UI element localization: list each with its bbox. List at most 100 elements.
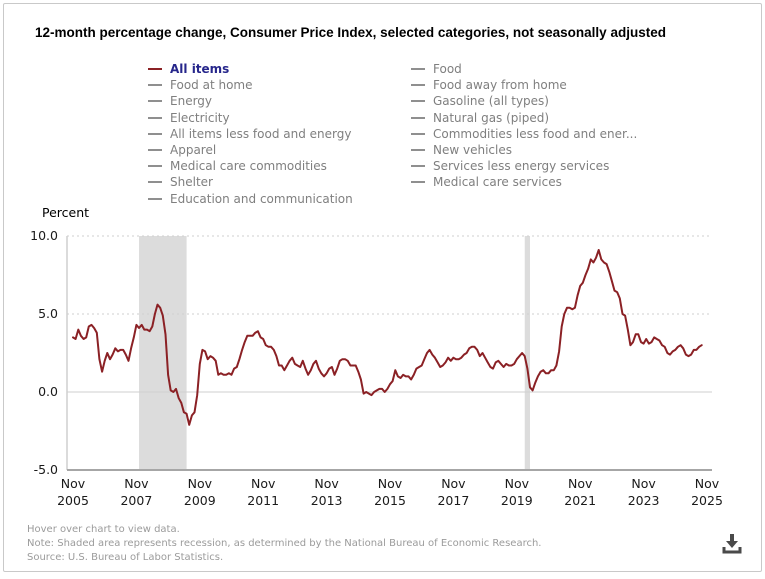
x-tick-month: Nov — [631, 476, 656, 491]
legend-series-dash-icon — [411, 181, 425, 184]
x-tick-label: Nov 2017 — [421, 475, 485, 509]
x-tick-label: Nov 2009 — [168, 475, 232, 509]
x-tick-year: 2005 — [57, 493, 89, 508]
y-tick-label: 0.0 — [38, 384, 58, 399]
legend-item-education-and-communication[interactable]: Education and communication — [148, 191, 353, 207]
legend-item-label: Medical care commodities — [170, 159, 327, 174]
legend-item-label: Energy — [170, 94, 213, 109]
legend-item-shelter[interactable]: Shelter — [148, 174, 353, 190]
x-tick-month: Nov — [377, 476, 403, 491]
legend-item-all-items[interactable]: All items — [148, 61, 353, 77]
legend-item-label: Natural gas (piped) — [433, 110, 550, 125]
legend-series-dash-icon — [148, 84, 162, 87]
legend-item-label: Shelter — [170, 175, 213, 190]
x-tick-month: Nov — [124, 476, 149, 491]
legend-series-dash-icon — [148, 100, 162, 103]
legend-item-label: Apparel — [170, 143, 217, 158]
x-tick-month: Nov — [314, 476, 339, 491]
legend-item-label: Food away from home — [433, 78, 567, 93]
x-tick-month: Nov — [250, 476, 276, 491]
legend-item-energy[interactable]: Energy — [148, 93, 353, 109]
chart-title: 12-month percentage change, Consumer Pri… — [35, 25, 666, 40]
x-tick-label: Nov 2019 — [485, 475, 549, 509]
legend-item-food-at-home[interactable]: Food at home — [148, 77, 353, 93]
legend-item-medical-care-commodities[interactable]: Medical care commodities — [148, 158, 353, 174]
legend-item-label: Commodities less food and ener... — [433, 126, 638, 141]
legend-item-label: All items — [170, 62, 230, 77]
legend-item-label: New vehicles — [433, 143, 512, 158]
legend-series-dash-icon — [148, 165, 162, 168]
x-tick-year: 2025 — [691, 493, 723, 508]
y-axis-label: Percent — [42, 205, 90, 220]
download-button[interactable] — [712, 528, 752, 562]
x-tick-year: 2013 — [310, 493, 343, 508]
x-tick-month: Nov — [504, 476, 529, 491]
legend-item-commodities-less-food-and-ener[interactable]: Commodities less food and ener... — [411, 126, 637, 142]
x-tick-month: Nov — [187, 476, 212, 491]
legend-series-dash-icon — [411, 149, 425, 152]
x-tick-label: Nov 2007 — [104, 475, 168, 509]
y-tick-label: -5.0 — [33, 462, 58, 477]
legend-series-dash-icon — [148, 181, 162, 184]
legend-series-dash-icon — [148, 116, 162, 119]
legend-item-all-items-less-food-and-energy[interactable]: All items less food and energy — [148, 126, 353, 142]
x-tick-year: 2007 — [120, 493, 153, 508]
footer-hover-hint: Hover over chart to view data. — [27, 524, 180, 535]
legend-item-label: Electricity — [170, 110, 230, 125]
legend-item-gasoline-all-types[interactable]: Gasoline (all types) — [411, 93, 637, 109]
x-tick-label: Nov 2023 — [612, 475, 676, 509]
legend-column-1: All items Food at home Energy Electricity Al… — [148, 61, 353, 207]
legend-item-label: Medical care services — [433, 175, 562, 190]
legend-item-services-less-energy-services[interactable]: Services less energy services — [411, 158, 637, 174]
legend-series-dash-icon — [148, 132, 162, 135]
legend-series-dash-icon — [411, 116, 425, 119]
y-tick-label: 5.0 — [38, 306, 58, 321]
x-tick-label: Nov 2015 — [358, 475, 422, 509]
legend-item-label: Food at home — [170, 78, 253, 93]
x-tick-year: 2011 — [247, 493, 280, 508]
x-tick-label: Nov 2005 — [41, 475, 105, 509]
x-tick-month: Nov — [60, 476, 86, 491]
legend-series-dash-icon — [148, 149, 162, 152]
x-tick-year: 2015 — [374, 493, 406, 508]
legend-item-electricity[interactable]: Electricity — [148, 110, 353, 126]
x-tick-month: Nov — [567, 476, 593, 491]
legend-series-dash-icon — [148, 197, 162, 200]
x-tick-label: Nov 2011 — [231, 475, 295, 509]
legend-item-natural-gas-piped[interactable]: Natural gas (piped) — [411, 110, 637, 126]
x-tick-year: 2023 — [627, 493, 660, 508]
legend-series-dash-icon — [411, 68, 425, 71]
legend-item-label: Education and communication — [170, 191, 353, 206]
y-tick-label: 10.0 — [30, 228, 58, 243]
legend-item-label: All items less food and energy — [170, 126, 352, 141]
chart-card — [3, 3, 762, 572]
footer-note: Note: Shaded area represents recession, … — [27, 538, 542, 549]
download-icon — [722, 533, 742, 553]
footer-source: Source: U.S. Bureau of Labor Statistics. — [27, 552, 224, 563]
legend-item-label: Services less energy services — [433, 159, 610, 174]
legend-item-medical-care-services[interactable]: Medical care services — [411, 174, 637, 190]
x-tick-year: 2009 — [183, 493, 216, 508]
x-tick-year: 2017 — [437, 493, 470, 508]
x-tick-month: Nov — [441, 476, 466, 491]
legend-column-2: Food Food away from home Gasoline (all typ… — [411, 61, 637, 191]
x-tick-label: Nov 2021 — [548, 475, 612, 509]
legend-series-dash-icon — [148, 68, 162, 71]
recession-band — [139, 236, 187, 470]
legend-item-label: Food — [433, 62, 462, 77]
legend-item-new-vehicles[interactable]: New vehicles — [411, 142, 637, 158]
x-tick-label: Nov 2013 — [295, 475, 359, 509]
x-tick-year: 2021 — [564, 493, 597, 508]
legend-item-food-away-from-home[interactable]: Food away from home — [411, 77, 637, 93]
x-tick-year: 2019 — [500, 493, 533, 508]
x-tick-label: Nov 2025 — [675, 475, 739, 509]
legend-series-dash-icon — [411, 165, 425, 168]
legend-item-label: Gasoline (all types) — [433, 94, 549, 109]
legend-item-apparel[interactable]: Apparel — [148, 142, 353, 158]
legend-item-food[interactable]: Food — [411, 61, 637, 77]
x-tick-month: Nov — [694, 476, 720, 491]
recession-band — [524, 236, 531, 470]
legend-series-dash-icon — [411, 132, 425, 135]
cpi-all-items-line[interactable] — [72, 249, 703, 426]
